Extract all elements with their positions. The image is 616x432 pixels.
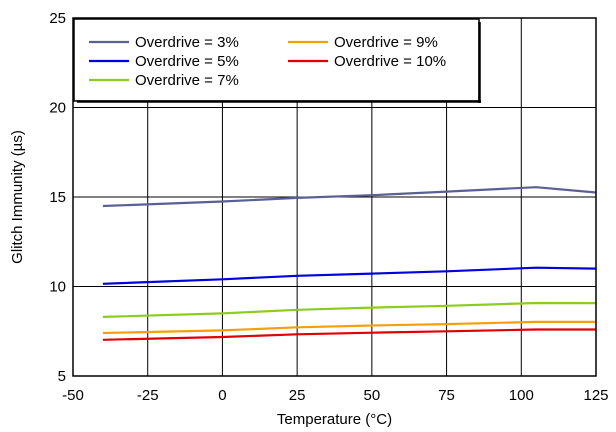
x-tick-label: 50: [364, 387, 381, 404]
series-line-5: [102, 328, 596, 341]
y-tick-label: 15: [49, 189, 66, 206]
x-tick-label: -25: [137, 387, 159, 404]
legend: Overdrive = 3% Overdrive = 5% Overdrive = …: [73, 18, 481, 103]
legend-label: Overdrive = 3%: [135, 34, 239, 51]
y-tick-labels: 5 10 15 20 25: [49, 10, 66, 385]
x-tick-label: 100: [509, 387, 534, 404]
x-tick-label: 0: [218, 387, 226, 404]
series-line-4: [102, 320, 596, 335]
x-tick-labels: -50 -25 0 25 50 75 100 125: [62, 387, 608, 404]
legend-label: Overdrive = 5%: [135, 53, 239, 70]
series-line-1: [102, 186, 597, 208]
series-line-2: [102, 266, 597, 285]
x-tick-label: -50: [62, 387, 84, 404]
y-tick-label: 25: [49, 10, 66, 27]
legend-label: Overdrive = 7%: [135, 72, 239, 89]
plot-frame: [72, 17, 597, 377]
y-tick-label: 5: [58, 368, 66, 385]
series-lines: [102, 186, 597, 341]
series-line-3: [102, 301, 597, 318]
legend-box: [73, 18, 480, 102]
y-tick-label: 10: [49, 279, 66, 296]
x-tick-label: 125: [583, 387, 608, 404]
y-axis-title: Glitch Immunity (µs): [9, 130, 26, 264]
x-axis-title: Temperature (°C): [277, 411, 392, 428]
x-tick-label: 25: [289, 387, 306, 404]
legend-label: Overdrive = 9%: [334, 34, 438, 51]
y-tick-label: 20: [49, 100, 66, 117]
x-tick-label: 75: [438, 387, 455, 404]
legend-label: Overdrive = 10%: [334, 53, 446, 70]
